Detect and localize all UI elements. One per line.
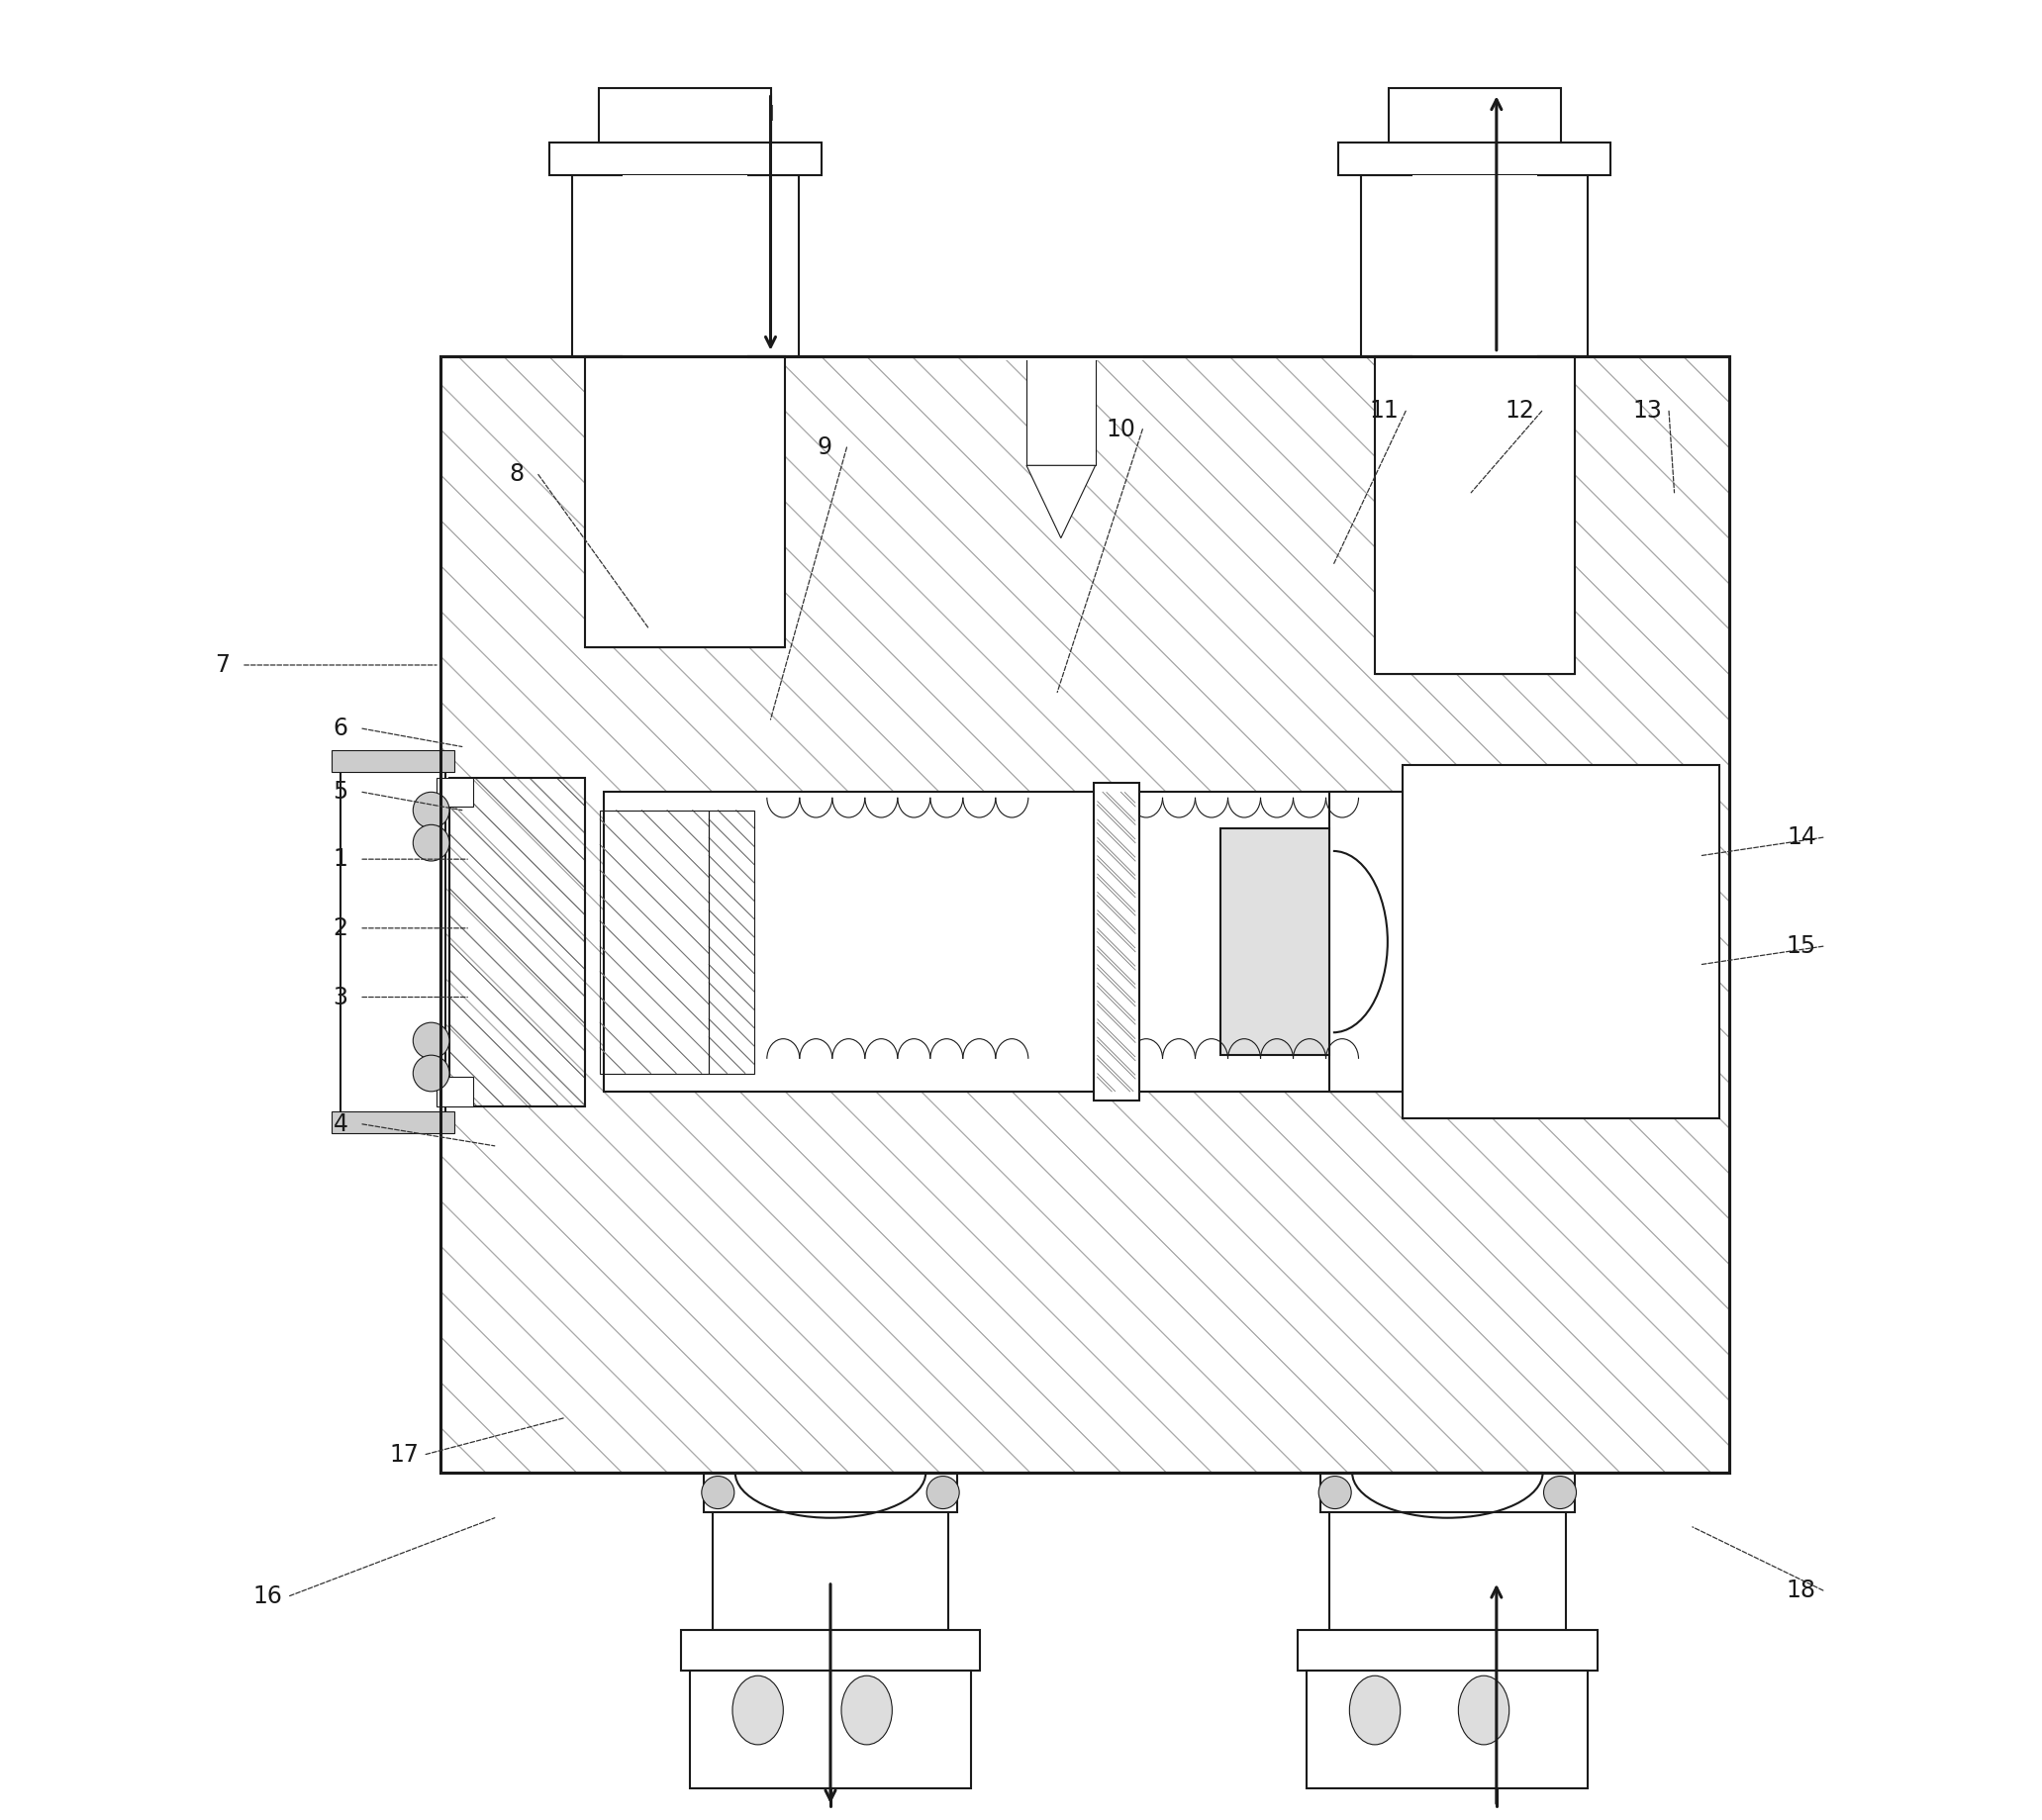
Text: 12: 12 <box>1505 399 1536 422</box>
Text: 11: 11 <box>1370 399 1399 422</box>
Bar <box>572 175 798 357</box>
Text: IN FROM: IN FROM <box>686 106 774 126</box>
Text: 7: 7 <box>214 653 231 677</box>
Text: 4: 4 <box>333 1112 347 1136</box>
Text: 5: 5 <box>333 781 347 804</box>
Bar <box>600 810 709 1074</box>
Text: TRANSMISSION: TRANSMISSION <box>721 1633 878 1653</box>
Bar <box>1299 1631 1597 1671</box>
Bar <box>437 777 474 806</box>
Bar <box>586 357 784 646</box>
Text: 16: 16 <box>253 1583 282 1607</box>
Circle shape <box>1319 1476 1352 1509</box>
Bar <box>1413 175 1538 515</box>
Text: TCC: TCC <box>1458 144 1499 164</box>
Text: 8: 8 <box>508 462 525 486</box>
Bar <box>978 353 1144 360</box>
Bar <box>437 1077 474 1107</box>
Bar <box>331 1112 455 1134</box>
Bar <box>1095 783 1139 1101</box>
Bar <box>1027 357 1095 466</box>
Bar <box>680 1631 980 1671</box>
Circle shape <box>1544 1476 1576 1509</box>
Bar <box>1321 1472 1574 1512</box>
Bar <box>1307 1671 1589 1789</box>
Circle shape <box>702 1476 735 1509</box>
Text: OUT TO: OUT TO <box>1438 106 1517 126</box>
Text: 18: 18 <box>1787 1578 1815 1602</box>
Circle shape <box>927 1476 960 1509</box>
Text: 9: 9 <box>817 435 833 459</box>
Text: 13: 13 <box>1632 399 1662 422</box>
Bar <box>1389 87 1560 142</box>
Bar <box>441 357 1730 1472</box>
Bar <box>1329 792 1674 1092</box>
Bar <box>1362 175 1589 357</box>
Text: 2: 2 <box>333 915 347 939</box>
Bar <box>449 777 586 1107</box>
Bar <box>690 1671 972 1789</box>
Bar <box>1340 142 1611 175</box>
Bar <box>341 764 445 1119</box>
Ellipse shape <box>1350 1676 1401 1745</box>
Ellipse shape <box>1458 1676 1509 1745</box>
Bar <box>441 357 1730 1472</box>
Text: 14: 14 <box>1787 826 1815 850</box>
Text: 15: 15 <box>1787 934 1815 957</box>
Bar <box>623 175 747 502</box>
Bar <box>1403 764 1719 1119</box>
Circle shape <box>412 1056 449 1092</box>
Circle shape <box>412 792 449 828</box>
Bar <box>549 142 821 175</box>
Text: 6: 6 <box>333 717 347 741</box>
Text: 10: 10 <box>1107 417 1135 440</box>
Text: IN FROM: IN FROM <box>1413 1592 1501 1613</box>
Bar <box>713 1512 947 1631</box>
Circle shape <box>412 824 449 861</box>
Bar <box>1221 828 1329 1056</box>
Text: OUT TO: OUT TO <box>760 1592 839 1613</box>
Bar <box>331 750 455 772</box>
Text: TCC: TCC <box>711 144 751 164</box>
Bar <box>598 87 772 142</box>
Text: 3: 3 <box>333 985 347 1008</box>
Ellipse shape <box>733 1676 784 1745</box>
Text: TRANSMISSION: TRANSMISSION <box>1378 1633 1534 1653</box>
Bar <box>1374 357 1574 673</box>
Bar <box>1329 1512 1566 1631</box>
Ellipse shape <box>841 1676 892 1745</box>
Bar <box>709 810 753 1074</box>
Circle shape <box>412 1023 449 1059</box>
Text: 1: 1 <box>333 848 347 872</box>
Bar <box>702 1472 958 1512</box>
Bar <box>604 792 1674 1092</box>
Text: 17: 17 <box>390 1443 419 1467</box>
Polygon shape <box>1027 466 1095 539</box>
